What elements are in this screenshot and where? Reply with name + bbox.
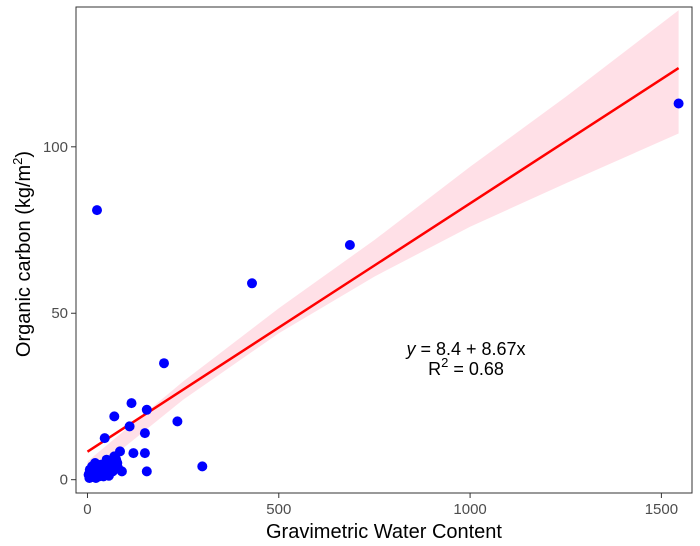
data-point <box>141 466 152 477</box>
r-squared-annotation: R2 = 0.68 <box>428 355 504 379</box>
y-axis: 0 50 100 <box>43 139 76 489</box>
data-point <box>112 458 123 468</box>
panel-background <box>76 7 692 493</box>
data-point <box>247 278 257 289</box>
data-point <box>139 448 150 459</box>
y-axis-title-sup: 2 <box>10 158 25 165</box>
y-tick-label: 0 <box>60 472 68 489</box>
panel-border <box>75 6 693 494</box>
regression-line <box>86 67 680 453</box>
data-point <box>126 398 137 409</box>
y-tick-label: 50 <box>51 305 68 322</box>
y-tick-label: 100 <box>43 139 68 156</box>
data-point <box>99 433 110 444</box>
data-point <box>673 98 684 109</box>
r-squared-sup: 2 <box>441 355 448 370</box>
data-point <box>139 428 150 439</box>
x-axis-title: Gravimetric Water Content <box>266 521 502 543</box>
confidence-band <box>87 10 679 478</box>
data-point <box>109 411 120 422</box>
y-axis-title-main: Organic carbon (kg/m <box>13 165 35 357</box>
x-tick-label: 1500 <box>645 501 678 518</box>
y-axis-title-close: ) <box>13 151 35 158</box>
equation-annotation: y = 8.4 + 8.67x <box>404 339 525 359</box>
data-point <box>172 416 183 427</box>
data-point <box>159 358 169 369</box>
confidence-band-layer <box>87 10 679 478</box>
data-point <box>128 448 139 459</box>
x-tick-label: 500 <box>266 501 291 518</box>
data-point <box>103 470 114 481</box>
r-squared-r: R <box>428 359 441 379</box>
data-point <box>124 421 135 432</box>
data-point <box>197 461 208 472</box>
data-point <box>92 205 102 216</box>
equation-rest: = 8.4 + 8.67x <box>415 339 525 359</box>
equation-y: y <box>404 339 416 359</box>
data-point <box>344 240 355 250</box>
r-squared-rest: = 0.68 <box>448 359 504 379</box>
y-axis-title: Organic carbon (kg/m2) <box>10 151 35 357</box>
data-point <box>141 404 152 415</box>
x-tick-label: 1000 <box>453 501 486 518</box>
x-axis: 0 500 1000 1500 <box>83 493 678 518</box>
x-tick-label: 0 <box>83 501 91 518</box>
regression-line-layer <box>86 67 680 453</box>
points-layer <box>83 98 684 483</box>
